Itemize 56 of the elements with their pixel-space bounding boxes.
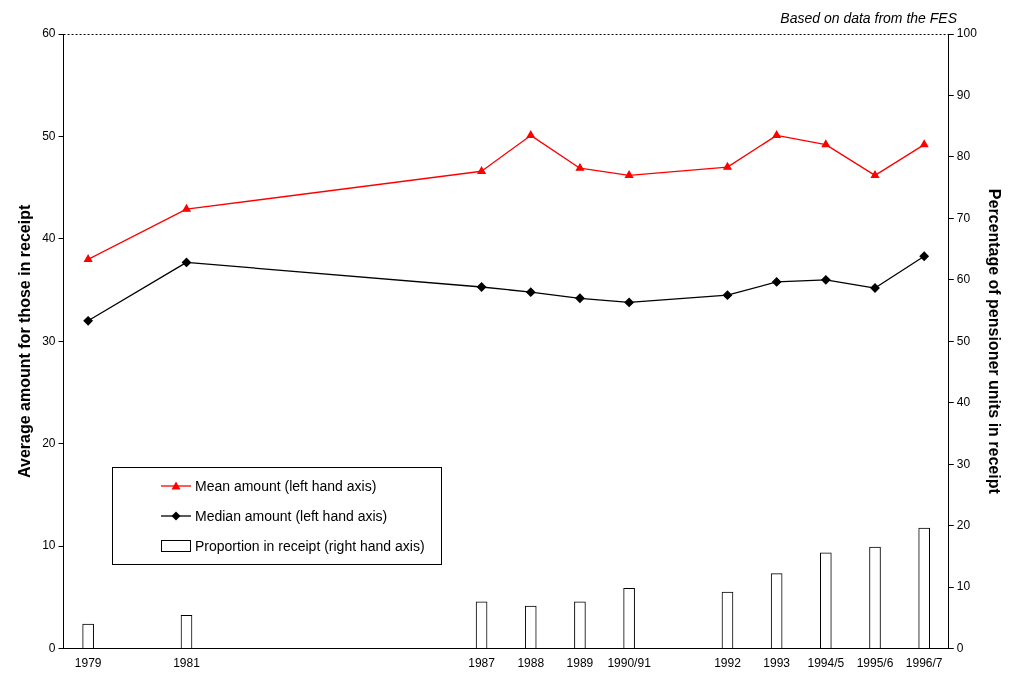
x-tick-label: 1992 bbox=[714, 656, 742, 671]
y2-tick-label: 70 bbox=[956, 210, 971, 225]
point bbox=[920, 139, 929, 148]
point bbox=[772, 130, 781, 139]
point bbox=[182, 204, 191, 212]
point bbox=[624, 297, 634, 308]
x-tick-label: 1981 bbox=[173, 656, 201, 671]
x-tick-label: 1990/91 bbox=[607, 656, 652, 671]
y-tick-label: 20 bbox=[42, 436, 56, 451]
text: Based on data from the FES bbox=[780, 10, 957, 26]
point bbox=[919, 251, 929, 261]
legend-label: Median amount (left hand axis) bbox=[195, 508, 388, 524]
y-axis-title: Average amount for those in receipt bbox=[16, 204, 34, 478]
x-tick-label: 1994/5 bbox=[807, 656, 845, 671]
x-tick-label: 1993 bbox=[763, 656, 791, 671]
point bbox=[821, 139, 830, 148]
x-tick-label: 1979 bbox=[74, 656, 102, 671]
legend-label: Mean amount (left hand axis) bbox=[195, 478, 377, 494]
y2-tick-label: 10 bbox=[956, 579, 971, 594]
point bbox=[723, 162, 732, 170]
x-tick-label: 1987 bbox=[468, 656, 496, 671]
y-tick-label: 40 bbox=[42, 231, 56, 246]
y2-tick-label: 90 bbox=[956, 87, 971, 102]
y2-tick-label: 50 bbox=[956, 333, 971, 348]
y2-tick-label: 80 bbox=[956, 149, 971, 164]
legend-label: Proportion in receipt (right hand axis) bbox=[195, 538, 425, 554]
point bbox=[575, 293, 585, 303]
point bbox=[722, 290, 733, 300]
y-tick-label: 30 bbox=[42, 333, 56, 348]
y2-tick-label: 60 bbox=[956, 272, 971, 287]
y-tick-label: 10 bbox=[42, 538, 56, 553]
y2-tick-label: 0 bbox=[956, 640, 964, 655]
x-tick-label: 1996/7 bbox=[905, 656, 943, 671]
y2-tick-label: 40 bbox=[956, 395, 971, 410]
point bbox=[84, 254, 93, 262]
point bbox=[625, 170, 634, 179]
x-tick-label: 1989 bbox=[566, 656, 594, 671]
point bbox=[526, 287, 536, 297]
y2-tick-label: 30 bbox=[956, 456, 971, 471]
x-tick-label: 1995/6 bbox=[856, 656, 894, 671]
x-tick-label: 1988 bbox=[517, 656, 545, 671]
point bbox=[526, 130, 535, 139]
point bbox=[870, 170, 880, 179]
y2-tick-label: 100 bbox=[956, 26, 978, 41]
y2-axis-title: Percentage of pensioner units in receipt bbox=[985, 188, 1003, 495]
point bbox=[575, 163, 585, 171]
y2-tick-label: 20 bbox=[956, 517, 971, 532]
y-tick-label: 0 bbox=[48, 640, 56, 655]
y-tick-label: 60 bbox=[42, 26, 56, 41]
point bbox=[181, 257, 192, 268]
point bbox=[83, 316, 93, 326]
point bbox=[476, 282, 487, 292]
point bbox=[821, 275, 831, 285]
y-tick-label: 50 bbox=[42, 128, 56, 143]
point bbox=[772, 277, 782, 287]
point bbox=[477, 166, 486, 174]
